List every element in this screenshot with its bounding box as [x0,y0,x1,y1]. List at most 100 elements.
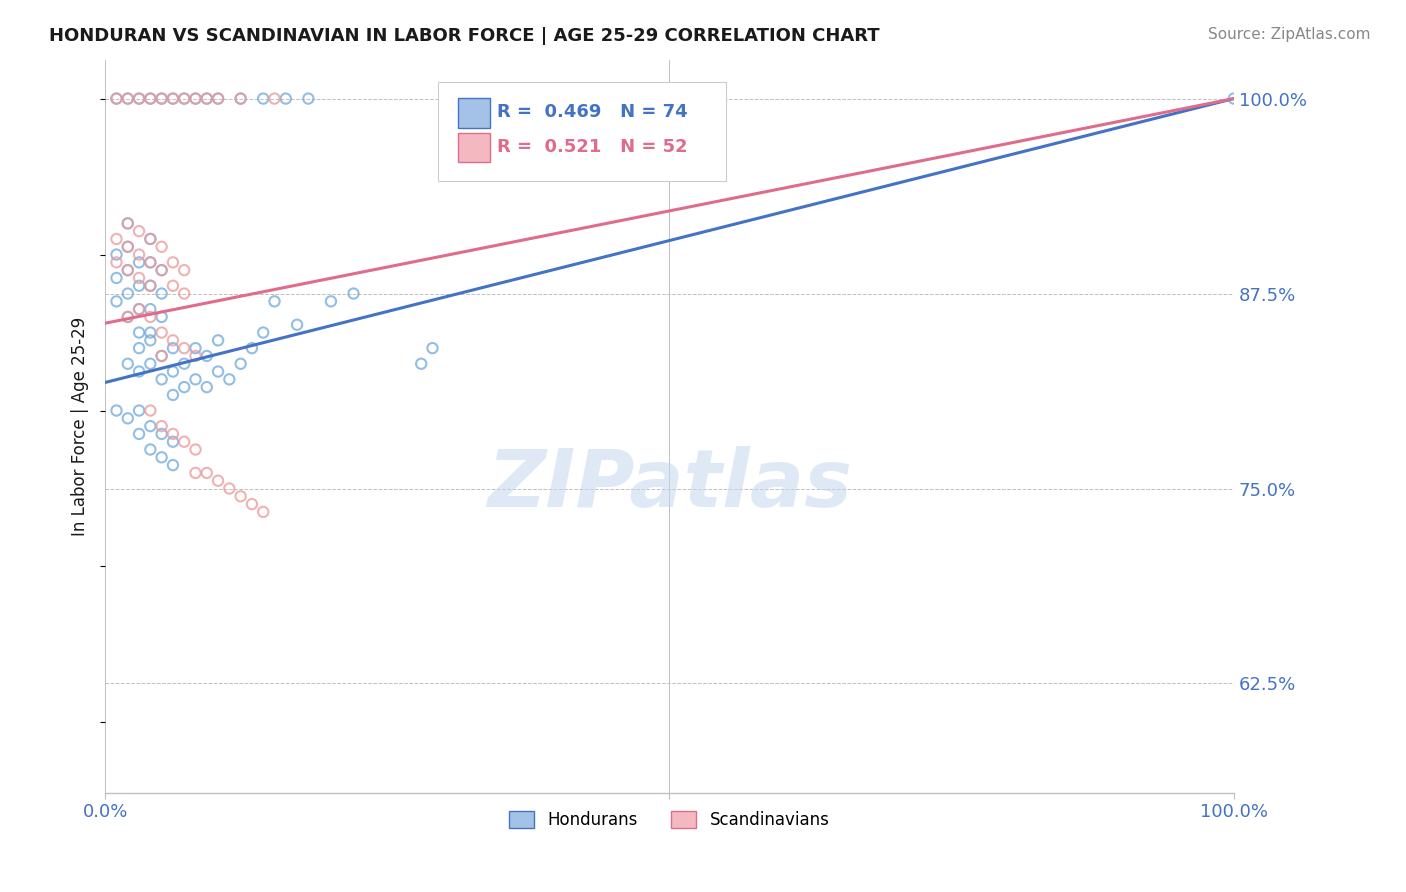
Text: R =  0.469   N = 74: R = 0.469 N = 74 [496,103,688,121]
Point [162,278,184,293]
Y-axis label: In Labor Force | Age 25-29: In Labor Force | Age 25-29 [72,317,89,536]
Point [297,92,319,106]
Point [105,271,128,285]
Point [319,294,342,309]
Point [162,365,184,379]
Point [139,232,162,246]
Point [128,271,150,285]
Point [184,341,207,355]
Point [105,294,128,309]
Point [195,92,218,106]
Point [150,92,173,106]
Point [252,505,274,519]
Point [218,482,240,496]
Point [139,92,162,106]
Point [1223,92,1246,106]
Point [195,349,218,363]
Point [150,326,173,340]
Point [117,357,139,371]
Point [207,92,229,106]
Point [173,341,195,355]
Point [117,92,139,106]
Point [128,224,150,238]
Point [218,372,240,386]
Point [207,365,229,379]
Point [150,372,173,386]
FancyBboxPatch shape [439,81,725,180]
Point [117,411,139,425]
Point [128,255,150,269]
Point [117,92,139,106]
Point [150,286,173,301]
Point [139,310,162,324]
Point [128,365,150,379]
Point [342,286,364,301]
Text: HONDURAN VS SCANDINAVIAN IN LABOR FORCE | AGE 25-29 CORRELATION CHART: HONDURAN VS SCANDINAVIAN IN LABOR FORCE … [49,27,880,45]
Point [105,92,128,106]
Point [128,326,150,340]
Point [139,92,162,106]
Point [117,240,139,254]
Point [184,466,207,480]
Point [117,263,139,277]
Point [173,92,195,106]
Point [162,458,184,472]
Point [128,302,150,317]
Point [150,263,173,277]
Point [184,442,207,457]
Point [173,357,195,371]
Point [252,92,274,106]
Point [117,263,139,277]
Point [173,92,195,106]
Point [184,92,207,106]
Point [139,403,162,417]
Point [274,92,297,106]
Point [150,263,173,277]
Point [207,474,229,488]
Point [162,92,184,106]
Point [128,247,150,261]
Point [173,380,195,394]
Point [139,419,162,434]
Point [229,357,252,371]
Point [229,489,252,503]
Point [240,341,263,355]
Point [139,278,162,293]
Point [128,302,150,317]
Point [139,357,162,371]
Point [139,278,162,293]
Point [173,434,195,449]
Point [150,349,173,363]
Point [105,92,128,106]
Point [162,388,184,402]
FancyBboxPatch shape [458,133,491,162]
Point [229,92,252,106]
Text: R =  0.521   N = 52: R = 0.521 N = 52 [496,138,688,156]
Point [184,349,207,363]
Point [128,278,150,293]
Point [207,92,229,106]
Point [128,92,150,106]
Point [117,216,139,230]
Point [150,92,173,106]
Point [162,434,184,449]
Point [162,255,184,269]
Point [105,255,128,269]
Point [195,380,218,394]
Point [263,294,285,309]
Point [128,426,150,441]
Point [139,302,162,317]
Point [162,92,184,106]
Text: ZIPatlas: ZIPatlas [486,446,852,524]
Point [184,372,207,386]
FancyBboxPatch shape [458,98,491,128]
Point [422,341,444,355]
Point [139,255,162,269]
Point [195,466,218,480]
Point [207,334,229,348]
Point [150,426,173,441]
Point [117,216,139,230]
Point [229,92,252,106]
Point [162,341,184,355]
Point [117,310,139,324]
